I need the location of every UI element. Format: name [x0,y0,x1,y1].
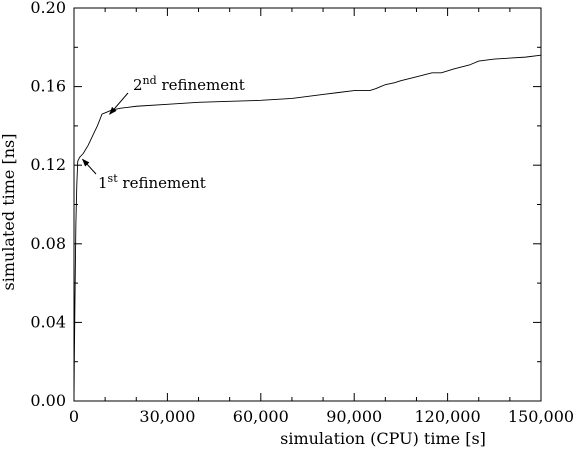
y-axis-label: simulated time [ns] [0,134,18,291]
x-tick-label: 60,000 [233,407,289,426]
plot-area [73,7,542,402]
annotation-arrow [81,158,97,175]
y-axis-ticks: 0.00 0.04 0.08 0.12 0.16 0.20 [30,0,541,410]
annotation-label: 2nd refinement [133,74,245,94]
x-tick-label: 120,000 [415,407,481,426]
annotation-arrow [109,92,129,115]
x-tick-label: 150,000 [508,407,574,426]
x-tick-label: 90,000 [326,407,382,426]
y-tick-label: 0.12 [30,155,66,174]
series-line [73,54,542,402]
annotations: 2nd refinement 1st refinement [81,74,245,192]
y-tick-label: 0.08 [30,234,66,253]
x-tick-label: 0 [69,407,79,426]
y-tick-label: 0.20 [30,0,66,17]
x-axis-ticks: 0 30,000 60,000 90,000 120,000 150,000 [69,8,574,426]
x-tick-label: 30,000 [139,407,195,426]
x-axis-label: simulation (CPU) time [s] [280,429,486,448]
annotation-label: 1st refinement [98,172,206,192]
y-tick-label: 0.00 [30,391,66,410]
y-tick-label: 0.16 [30,77,66,96]
y-tick-label: 0.04 [30,312,66,331]
